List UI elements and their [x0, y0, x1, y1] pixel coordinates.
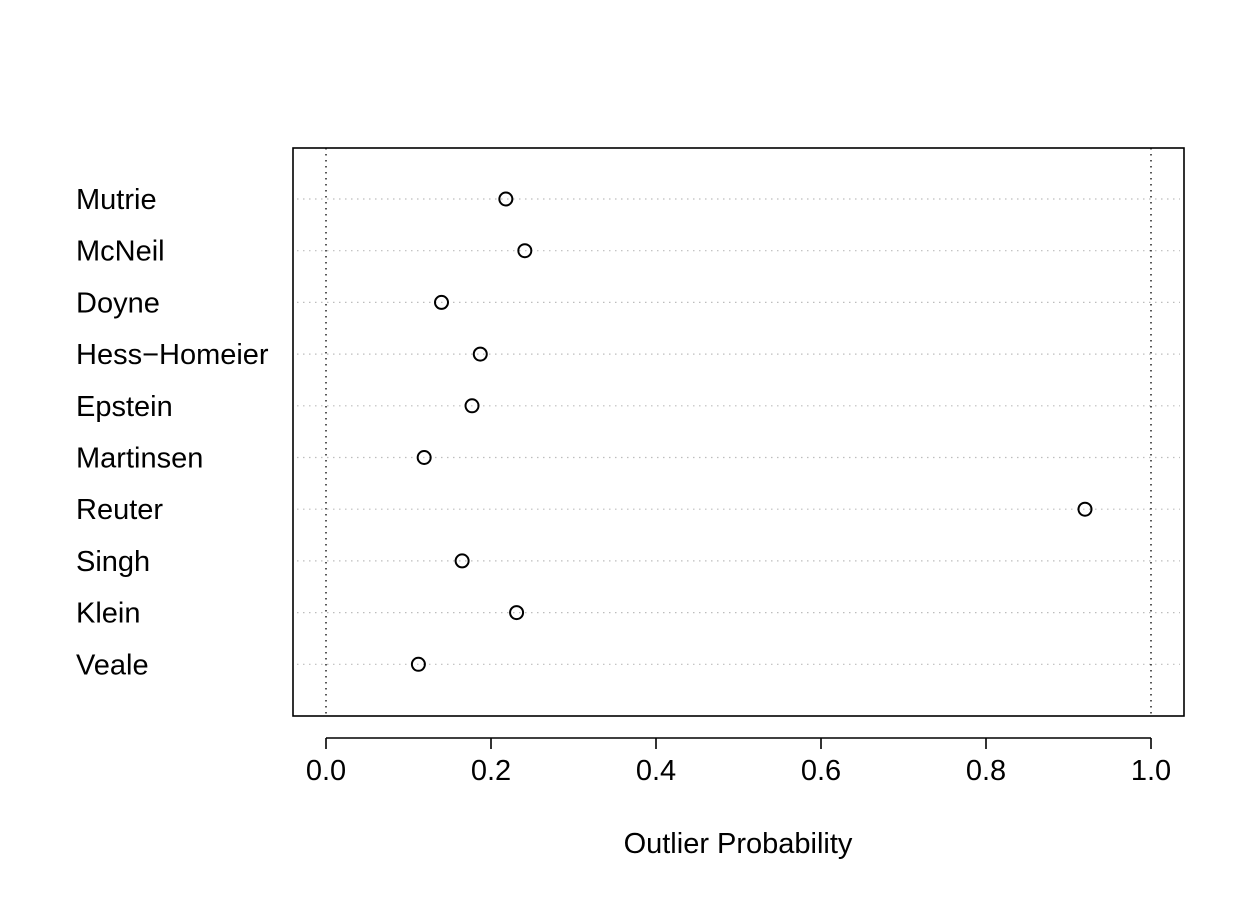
data-point: [472, 346, 488, 362]
data-point: [498, 191, 514, 207]
data-point: [509, 605, 525, 621]
x-tick-label: 0.2: [471, 755, 511, 787]
data-point: [517, 243, 533, 259]
data-point: [454, 553, 470, 569]
data-points: [410, 191, 1093, 672]
x-tick-label: 1.0: [1131, 755, 1171, 787]
category-label: Reuter: [76, 494, 163, 526]
category-label: McNeil: [76, 236, 165, 268]
x-tick-label: 0.0: [306, 755, 346, 787]
category-label: Doyne: [76, 287, 160, 319]
x-tick-label: 0.6: [801, 755, 841, 787]
category-label: Singh: [76, 546, 150, 578]
category-label: Epstein: [76, 391, 173, 423]
category-label: Mutrie: [76, 184, 157, 216]
gridlines: [297, 198, 1180, 665]
x-tick-label: 0.4: [636, 755, 676, 787]
plot-frame: [292, 147, 1185, 717]
category-labels: Mutrie McNeil Doyne Hess−Homeier Epstein Mart…: [76, 184, 269, 681]
x-axis-title: Outlier Probability: [624, 828, 853, 860]
category-label: Veale: [76, 649, 149, 681]
data-point: [434, 294, 449, 310]
category-label: Klein: [76, 598, 141, 630]
data-point: [1077, 501, 1093, 517]
data-point: [410, 656, 426, 672]
reference-lines: [325, 148, 1152, 716]
data-point: [464, 398, 480, 414]
data-point: [416, 450, 432, 465]
x-tick-label: 0.8: [966, 755, 1006, 787]
x-axis: 0.0 0.2 0.4 0.6 0.8 1.0: [306, 737, 1171, 787]
category-label: Hess−Homeier: [76, 339, 269, 371]
category-label: Martinsen: [76, 443, 203, 475]
